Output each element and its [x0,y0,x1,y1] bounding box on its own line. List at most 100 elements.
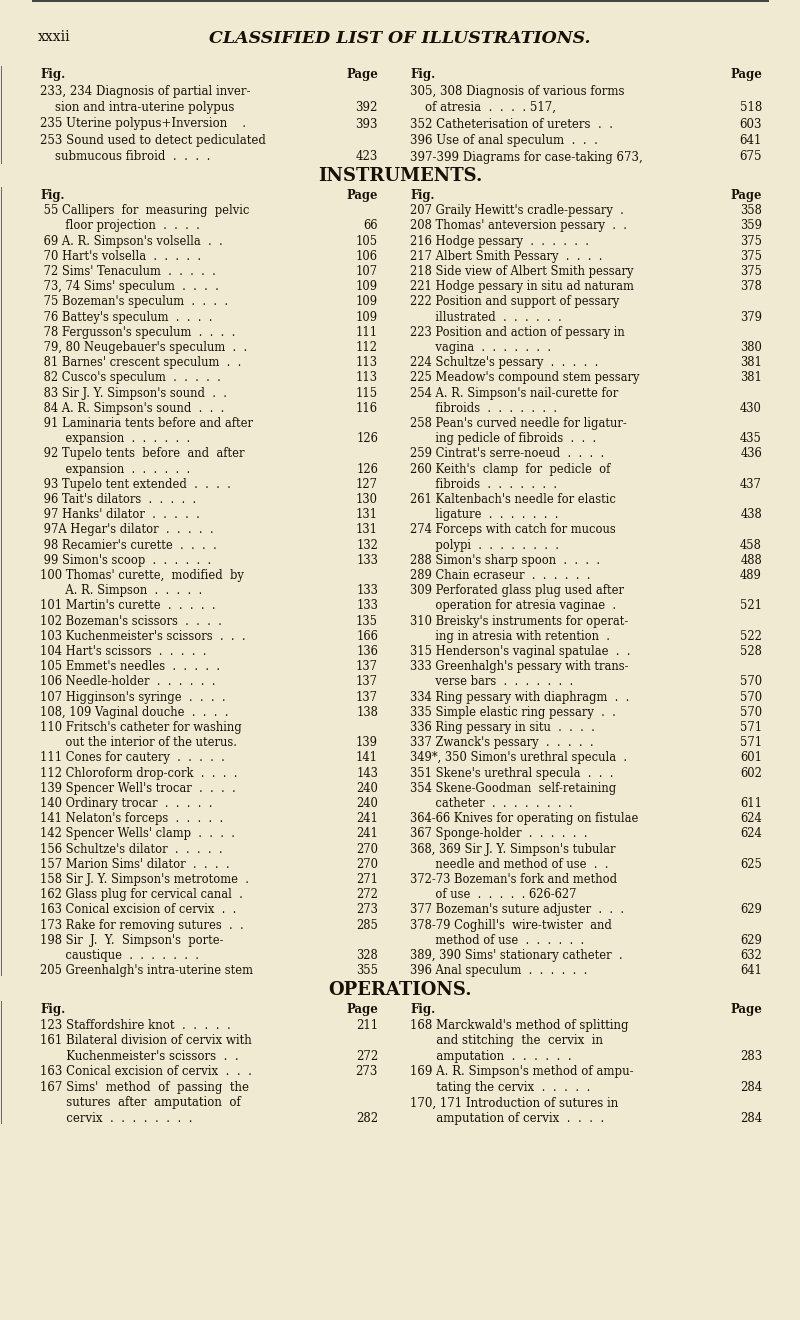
Text: 137: 137 [356,676,378,689]
Text: 137: 137 [356,660,378,673]
Text: 241: 241 [356,828,378,841]
Text: 69 A. R. Simpson's volsella  .  .: 69 A. R. Simpson's volsella . . [40,235,222,248]
Text: 392: 392 [356,102,378,114]
Text: 97A Hegar's dilator  .  .  .  .  .: 97A Hegar's dilator . . . . . [40,524,214,536]
Text: 273: 273 [356,903,378,916]
Text: sutures  after  amputation  of: sutures after amputation of [40,1097,241,1109]
Text: 106: 106 [356,249,378,263]
Text: 271: 271 [356,873,378,886]
Text: 389, 390 Sims' stationary catheter  .: 389, 390 Sims' stationary catheter . [410,949,622,962]
Text: 97 Hanks' dilator  .  .  .  .  .: 97 Hanks' dilator . . . . . [40,508,200,521]
Text: amputation  .  .  .  .  .  .: amputation . . . . . . [410,1049,572,1063]
Text: 139: 139 [356,737,378,750]
Text: 270: 270 [356,858,378,871]
Text: 379: 379 [740,310,762,323]
Text: 96 Tait's dilators  .  .  .  .  .: 96 Tait's dilators . . . . . [40,492,196,506]
Text: 76 Battey's speculum  .  .  .  .: 76 Battey's speculum . . . . [40,310,213,323]
Text: 108, 109 Vaginal douche  .  .  .  .: 108, 109 Vaginal douche . . . . [40,706,229,719]
Text: fibroids  .  .  .  .  .  .  .: fibroids . . . . . . . [410,401,557,414]
Text: Kuchenmeister's scissors  .  .: Kuchenmeister's scissors . . [40,1049,238,1063]
Text: 115: 115 [356,387,378,400]
Text: 381: 381 [740,356,762,370]
Text: 223 Position and action of pessary in: 223 Position and action of pessary in [410,326,625,339]
Text: 66: 66 [363,219,378,232]
Text: 272: 272 [356,1049,378,1063]
Text: 629: 629 [740,903,762,916]
Text: 217 Albert Smith Pessary  .  .  .  .: 217 Albert Smith Pessary . . . . [410,249,602,263]
Text: 131: 131 [356,524,378,536]
Text: 629: 629 [740,933,762,946]
Text: 221 Hodge pessary in situ ad naturam: 221 Hodge pessary in situ ad naturam [410,280,634,293]
Text: 438: 438 [740,508,762,521]
Text: 104 Hart's scissors  .  .  .  .  .: 104 Hart's scissors . . . . . [40,645,206,657]
Text: Fig.: Fig. [410,189,434,202]
Text: 364-66 Knives for operating on fistulae: 364-66 Knives for operating on fistulae [410,812,638,825]
Text: 261 Kaltenbach's needle for elastic: 261 Kaltenbach's needle for elastic [410,492,616,506]
Text: 437: 437 [740,478,762,491]
Text: 367 Sponge-holder  .  .  .  .  .  .: 367 Sponge-holder . . . . . . [410,828,587,841]
Text: 240: 240 [356,797,378,810]
Text: ing in atresia with retention  .: ing in atresia with retention . [410,630,610,643]
Text: 163 Conical excision of cervix  .  .  .: 163 Conical excision of cervix . . . [40,1065,252,1078]
Text: 235 Uterine polypus+Inversion    .: 235 Uterine polypus+Inversion . [40,117,246,131]
Text: 168 Marckwald's method of splitting: 168 Marckwald's method of splitting [410,1019,629,1032]
Text: 378-79 Coghill's  wire-twister  and: 378-79 Coghill's wire-twister and [410,919,612,932]
Text: 641: 641 [740,135,762,147]
Text: expansion  .  .  .  .  .  .: expansion . . . . . . [40,462,190,475]
Text: xxxii: xxxii [38,30,70,44]
Text: 216 Hodge pessary  .  .  .  .  .  .: 216 Hodge pessary . . . . . . [410,235,589,248]
Text: 162 Glass plug for cervical canal  .: 162 Glass plug for cervical canal . [40,888,243,902]
Text: 127: 127 [356,478,378,491]
Text: 315 Henderson's vaginal spatulae  .  .: 315 Henderson's vaginal spatulae . . [410,645,630,657]
Text: 91 Laminaria tents before and after: 91 Laminaria tents before and after [40,417,253,430]
Text: 488: 488 [740,554,762,566]
Text: 358: 358 [740,205,762,218]
Text: 107 Higginson's syringe  .  .  .  .: 107 Higginson's syringe . . . . [40,690,226,704]
Text: 105 Emmet's needles  .  .  .  .  .: 105 Emmet's needles . . . . . [40,660,220,673]
Text: 625: 625 [740,858,762,871]
Text: 84 A. R. Simpson's sound  .  .  .: 84 A. R. Simpson's sound . . . [40,401,224,414]
Text: 521: 521 [740,599,762,612]
Text: 435: 435 [740,432,762,445]
Text: 99 Simon's scoop  .  .  .  .  .  .: 99 Simon's scoop . . . . . . [40,554,211,566]
Text: Page: Page [346,189,378,202]
Text: cervix  .  .  .  .  .  .  .  .: cervix . . . . . . . . [40,1111,193,1125]
Text: 166: 166 [356,630,378,643]
Text: 111: 111 [356,326,378,339]
Text: 283: 283 [740,1049,762,1063]
Text: 207 Graily Hewitt's cradle-pessary  .: 207 Graily Hewitt's cradle-pessary . [410,205,624,218]
Text: floor projection  .  .  .  .: floor projection . . . . [40,219,200,232]
Text: illustrated  .  .  .  .  .  .: illustrated . . . . . . [410,310,562,323]
Text: 81 Barnes' crescent speculum  .  .: 81 Barnes' crescent speculum . . [40,356,242,370]
Text: 624: 624 [740,812,762,825]
Text: 375: 375 [740,249,762,263]
Text: 393: 393 [355,117,378,131]
Text: 198 Sir  J.  Y.  Simpson's  porte-: 198 Sir J. Y. Simpson's porte- [40,933,223,946]
Text: 273: 273 [356,1065,378,1078]
Text: 375: 375 [740,265,762,279]
Text: 396 Use of anal speculum  .  .  .: 396 Use of anal speculum . . . [410,135,598,147]
Text: expansion  .  .  .  .  .  .: expansion . . . . . . [40,432,190,445]
Text: 55 Callipers  for  measuring  pelvic: 55 Callipers for measuring pelvic [40,205,250,218]
Text: 131: 131 [356,508,378,521]
Text: ing pedicle of fibroids  .  .  .: ing pedicle of fibroids . . . [410,432,596,445]
Text: of use  .  .  .  .  . 626-627: of use . . . . . 626-627 [410,888,577,902]
Text: 205 Greenhalgh's intra-uterine stem: 205 Greenhalgh's intra-uterine stem [40,964,253,977]
Text: 136: 136 [356,645,378,657]
Text: 396 Anal speculum  .  .  .  .  .  .: 396 Anal speculum . . . . . . [410,964,587,977]
Text: 109: 109 [356,280,378,293]
Text: 282: 282 [356,1111,378,1125]
Text: 423: 423 [356,150,378,164]
Text: 603: 603 [739,117,762,131]
Text: 140 Ordinary trocar  .  .  .  .  .: 140 Ordinary trocar . . . . . [40,797,213,810]
Text: 333 Greenhalgh's pessary with trans-: 333 Greenhalgh's pessary with trans- [410,660,629,673]
Text: 123 Staffordshire knot  .  .  .  .  .: 123 Staffordshire knot . . . . . [40,1019,230,1032]
Text: 79, 80 Neugebauer's speculum  .  .: 79, 80 Neugebauer's speculum . . [40,341,247,354]
Text: 110 Fritsch's catheter for washing: 110 Fritsch's catheter for washing [40,721,242,734]
Text: 82 Cusco's speculum  .  .  .  .  .: 82 Cusco's speculum . . . . . [40,371,221,384]
Text: 222 Position and support of pessary: 222 Position and support of pessary [410,296,619,309]
Text: 528: 528 [740,645,762,657]
Text: 109: 109 [356,296,378,309]
Text: 103 Kuchenmeister's scissors  .  .  .: 103 Kuchenmeister's scissors . . . [40,630,246,643]
Text: 378: 378 [740,280,762,293]
